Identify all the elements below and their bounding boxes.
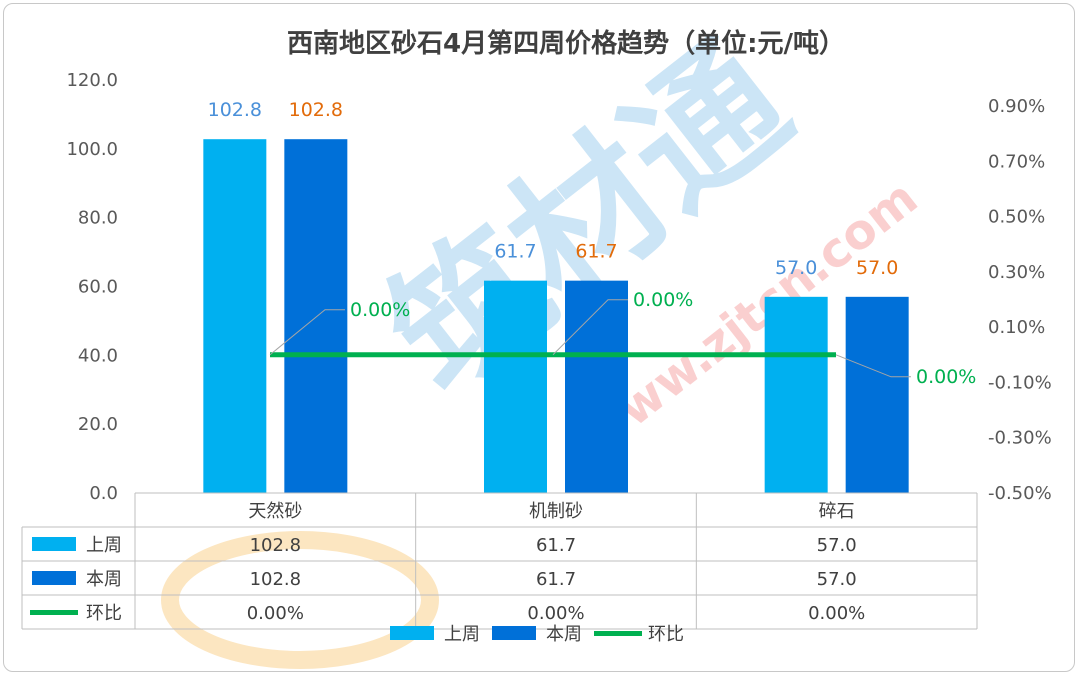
- leader-line: [269, 309, 345, 356]
- y-left-tick-label: 60.0: [78, 277, 118, 298]
- y-left-tick-label: 80.0: [78, 208, 118, 229]
- table-legend-key: [32, 537, 76, 551]
- bar-本周: [565, 280, 628, 493]
- bar-data-label: 57.0: [775, 257, 817, 279]
- table-series-name: 环比: [86, 603, 122, 624]
- y-right-tick-label: 0.70%: [988, 151, 1045, 172]
- table-cell: 61.7: [536, 535, 576, 556]
- table-cell: 102.8: [250, 535, 302, 556]
- bar-本周: [845, 296, 909, 493]
- y-axis-left: 0.0 20.0 40.0 60.0 80.0 100.0 120.0: [66, 70, 118, 504]
- legend-label: 上周: [444, 624, 480, 645]
- bars: 102.8 102.8 61.7 61.7 57.0 57.0: [203, 99, 909, 494]
- bar-data-label: 61.7: [575, 241, 617, 263]
- y-right-tick-label: -0.50%: [988, 483, 1052, 504]
- leader-line: [552, 299, 628, 356]
- legend-key: [594, 631, 642, 636]
- y-right-tick-label: 0.30%: [988, 262, 1045, 283]
- y-right-tick-label: 0.90%: [988, 96, 1045, 117]
- y-right-tick-label: 0.10%: [988, 317, 1045, 338]
- line-data-label: 0.00%: [633, 289, 693, 311]
- category-label: 碎石: [819, 501, 855, 522]
- y-right-tick-label: -0.30%: [988, 428, 1052, 449]
- y-axis-right: -0.50% -0.30% -0.10% 0.10% 0.30% 0.50% 0.70% 0.…: [988, 96, 1052, 504]
- change-line: 0.00% 0.00% 0.00%: [269, 289, 976, 388]
- table-legend-key: [30, 610, 78, 615]
- legend-key: [390, 626, 434, 640]
- bar-data-label: 57.0: [856, 257, 898, 279]
- y-left-tick-label: 0.0: [89, 483, 118, 504]
- y-left-tick-label: 120.0: [66, 70, 118, 91]
- bar-上周: [203, 139, 267, 494]
- watermark-logo-ring: [161, 531, 439, 669]
- chart-title: 西南地区砂石4月第四周价格趋势（单位:元/吨）: [287, 28, 845, 59]
- line-data-label: 0.00%: [916, 366, 976, 388]
- table-cell: 57.0: [817, 569, 857, 590]
- category-label: 天然砂: [248, 501, 302, 522]
- y-left-tick-label: 100.0: [66, 139, 118, 160]
- line-data-label: 0.00%: [350, 299, 410, 321]
- table-cell: 0.00%: [808, 603, 865, 624]
- bar-data-label: 61.7: [494, 241, 536, 263]
- table-cell: 0.00%: [247, 603, 304, 624]
- bar-本周: [284, 139, 348, 494]
- table-cell: 102.8: [250, 569, 302, 590]
- legend-label: 本周: [546, 624, 582, 645]
- table-cell: 57.0: [817, 535, 857, 556]
- y-right-tick-label: -0.10%: [988, 372, 1052, 393]
- table-legend-key: [32, 571, 76, 585]
- bar-上周: [764, 296, 828, 493]
- y-left-tick-label: 20.0: [78, 414, 118, 435]
- legend-key: [492, 626, 536, 640]
- legend: 上周 本周 环比: [390, 624, 684, 645]
- y-left-tick-label: 40.0: [78, 345, 118, 366]
- bar-data-label: 102.8: [208, 99, 262, 121]
- bar-data-label: 102.8: [289, 99, 343, 121]
- y-right-tick-label: 0.50%: [988, 207, 1045, 228]
- table-cell: 61.7: [536, 569, 576, 590]
- category-label: 机制砂: [529, 501, 583, 522]
- legend-label: 环比: [648, 624, 684, 645]
- leader-line: [835, 354, 911, 378]
- table-series-name: 上周: [86, 535, 122, 556]
- bar-上周: [484, 280, 547, 493]
- table-series-name: 本周: [86, 569, 122, 590]
- table-cell: 0.00%: [527, 603, 584, 624]
